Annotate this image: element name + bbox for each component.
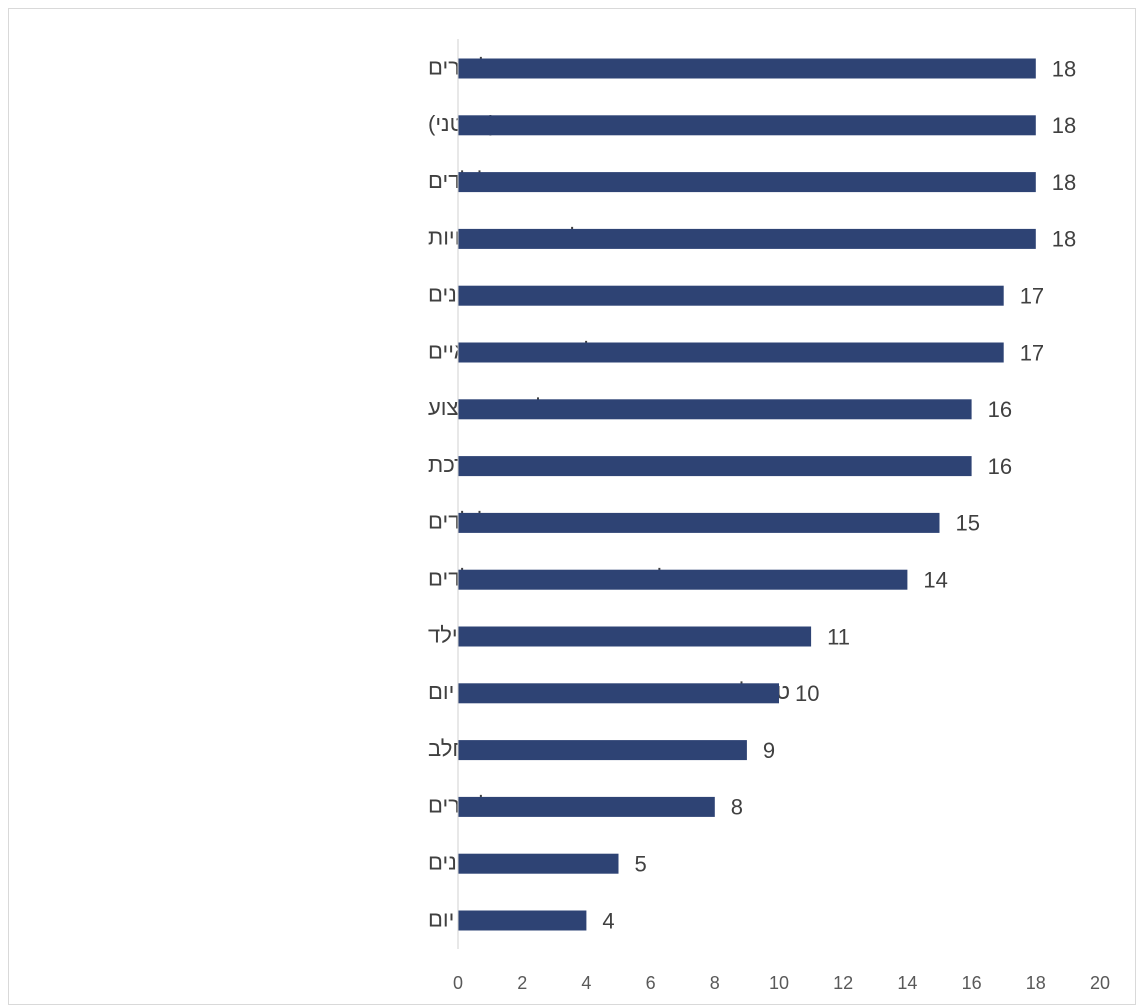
bar xyxy=(458,626,812,647)
data-label: 17 xyxy=(1020,340,1044,365)
bar xyxy=(458,910,587,931)
bar xyxy=(458,399,972,420)
x-tick-label: 18 xyxy=(1026,973,1046,993)
x-tick-label: 4 xyxy=(581,973,591,993)
bar xyxy=(458,285,1004,306)
data-label: 16 xyxy=(988,397,1012,422)
x-tick-label: 6 xyxy=(646,973,656,993)
chart-frame: חוגים והרצאות להוריםהדרכת הורים (פרטני)ח… xyxy=(8,8,1136,1005)
bar xyxy=(458,456,972,477)
bar xyxy=(458,342,1004,363)
bar xyxy=(458,683,779,704)
x-tick-label: 20 xyxy=(1090,973,1110,993)
bar xyxy=(458,115,1036,136)
data-label: 14 xyxy=(923,568,947,593)
data-label: 16 xyxy=(988,454,1012,479)
bar-chart: חוגים והרצאות להוריםהדרכת הורים (פרטני)ח… xyxy=(428,39,1110,993)
bar xyxy=(458,512,940,533)
bar xyxy=(458,172,1036,193)
data-label: 17 xyxy=(1020,284,1044,309)
data-labels: 18 18 18 18 17 17 16 16 15 14 11 10 9 8 5 4 xyxy=(602,56,1076,933)
data-label: 4 xyxy=(602,908,614,933)
x-tick-label: 16 xyxy=(962,973,982,993)
data-label: 9 xyxy=(763,738,775,763)
bar xyxy=(458,569,908,590)
x-tick-label: 14 xyxy=(897,973,917,993)
bars xyxy=(458,58,1036,931)
bar xyxy=(458,740,747,761)
bar xyxy=(458,853,619,874)
data-label: 18 xyxy=(1052,227,1076,252)
data-label: 18 xyxy=(1052,113,1076,138)
data-label: 18 xyxy=(1052,170,1076,195)
bar xyxy=(458,228,1036,249)
bar xyxy=(458,796,715,817)
data-label: 11 xyxy=(827,624,850,649)
data-label: 10 xyxy=(795,681,819,706)
data-label: 15 xyxy=(956,511,980,536)
data-label: 18 xyxy=(1052,56,1076,81)
x-tick-label: 0 xyxy=(453,973,463,993)
x-tick-label: 8 xyxy=(710,973,720,993)
data-label: 8 xyxy=(731,795,743,820)
x-tick-label: 12 xyxy=(833,973,853,993)
x-tick-label: 10 xyxy=(769,973,789,993)
data-label: 5 xyxy=(635,852,647,877)
bar xyxy=(458,58,1036,79)
x-tick-label: 2 xyxy=(517,973,527,993)
x-axis-ticks: 0 2 4 6 8 10 12 14 16 18 20 xyxy=(453,973,1110,993)
